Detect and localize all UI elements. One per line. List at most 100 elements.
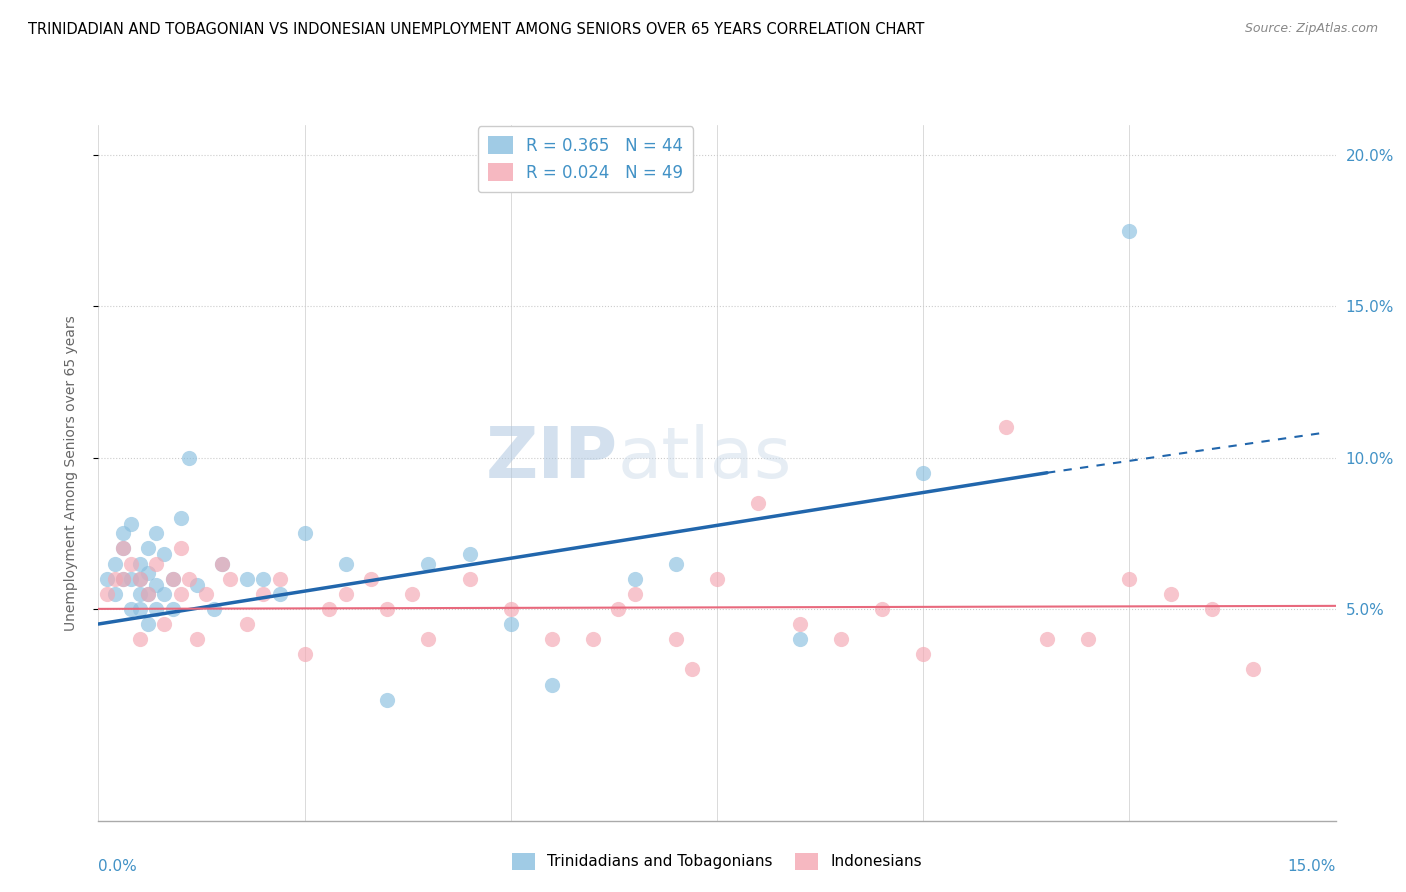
Point <box>623 572 645 586</box>
Text: 15.0%: 15.0% <box>1288 859 1336 874</box>
Point <box>136 587 159 601</box>
Point <box>870 602 893 616</box>
Point <box>499 617 522 632</box>
Point <box>360 572 382 586</box>
Point <box>162 572 184 586</box>
Point <box>912 466 935 480</box>
Point <box>128 602 150 616</box>
Point <box>335 557 357 571</box>
Point <box>236 572 259 586</box>
Point <box>665 557 688 571</box>
Point <box>318 602 340 616</box>
Point <box>170 511 193 525</box>
Point <box>170 587 193 601</box>
Point <box>1118 224 1140 238</box>
Point <box>128 572 150 586</box>
Point <box>789 632 811 647</box>
Point <box>128 587 150 601</box>
Point <box>219 572 242 586</box>
Point <box>269 587 291 601</box>
Point <box>112 526 135 541</box>
Point <box>994 420 1017 434</box>
Point <box>145 526 167 541</box>
Point <box>128 557 150 571</box>
Point <box>706 572 728 586</box>
Point <box>153 617 176 632</box>
Point <box>120 602 142 616</box>
Text: 0.0%: 0.0% <box>98 859 138 874</box>
Point <box>112 541 135 556</box>
Point <box>830 632 852 647</box>
Point <box>623 587 645 601</box>
Text: TRINIDADIAN AND TOBAGONIAN VS INDONESIAN UNEMPLOYMENT AMONG SENIORS OVER 65 YEAR: TRINIDADIAN AND TOBAGONIAN VS INDONESIAN… <box>28 22 925 37</box>
Y-axis label: Unemployment Among Seniors over 65 years: Unemployment Among Seniors over 65 years <box>63 315 77 631</box>
Point <box>458 548 481 562</box>
Point <box>145 577 167 591</box>
Point <box>375 602 398 616</box>
Point <box>1160 587 1182 601</box>
Point <box>681 662 703 676</box>
Point <box>211 557 233 571</box>
Point <box>401 587 423 601</box>
Point <box>789 617 811 632</box>
Point <box>294 647 316 661</box>
Point <box>145 557 167 571</box>
Point <box>162 602 184 616</box>
Point <box>1036 632 1059 647</box>
Point <box>128 632 150 647</box>
Point <box>186 632 208 647</box>
Point <box>170 541 193 556</box>
Point <box>499 602 522 616</box>
Point <box>912 647 935 661</box>
Point <box>104 587 127 601</box>
Point <box>194 587 217 601</box>
Point <box>136 587 159 601</box>
Point <box>136 566 159 580</box>
Point <box>418 632 440 647</box>
Point <box>252 572 274 586</box>
Point <box>1118 572 1140 586</box>
Point <box>136 617 159 632</box>
Point <box>211 557 233 571</box>
Point <box>120 517 142 532</box>
Point <box>96 572 118 586</box>
Point <box>179 450 201 465</box>
Point <box>120 557 142 571</box>
Point <box>335 587 357 601</box>
Point <box>375 692 398 706</box>
Point <box>162 572 184 586</box>
Point <box>202 602 225 616</box>
Point <box>128 572 150 586</box>
Point <box>294 526 316 541</box>
Point <box>153 548 176 562</box>
Point <box>665 632 688 647</box>
Point <box>252 587 274 601</box>
Point <box>104 572 127 586</box>
Text: atlas: atlas <box>619 425 793 493</box>
Point <box>112 541 135 556</box>
Point <box>1201 602 1223 616</box>
Point <box>541 677 564 691</box>
Point <box>153 587 176 601</box>
Point <box>541 632 564 647</box>
Point <box>179 572 201 586</box>
Point <box>1077 632 1099 647</box>
Point <box>1241 662 1264 676</box>
Point <box>112 572 135 586</box>
Text: ZIP: ZIP <box>486 425 619 493</box>
Point <box>145 602 167 616</box>
Point <box>186 577 208 591</box>
Point <box>112 572 135 586</box>
Point <box>136 541 159 556</box>
Point <box>607 602 630 616</box>
Legend: Trinidadians and Tobagonians, Indonesians: Trinidadians and Tobagonians, Indonesian… <box>506 847 928 876</box>
Point <box>747 496 769 510</box>
Point <box>236 617 259 632</box>
Text: Source: ZipAtlas.com: Source: ZipAtlas.com <box>1244 22 1378 36</box>
Point <box>458 572 481 586</box>
Point <box>418 557 440 571</box>
Point <box>269 572 291 586</box>
Point <box>120 572 142 586</box>
Point <box>96 587 118 601</box>
Point <box>104 557 127 571</box>
